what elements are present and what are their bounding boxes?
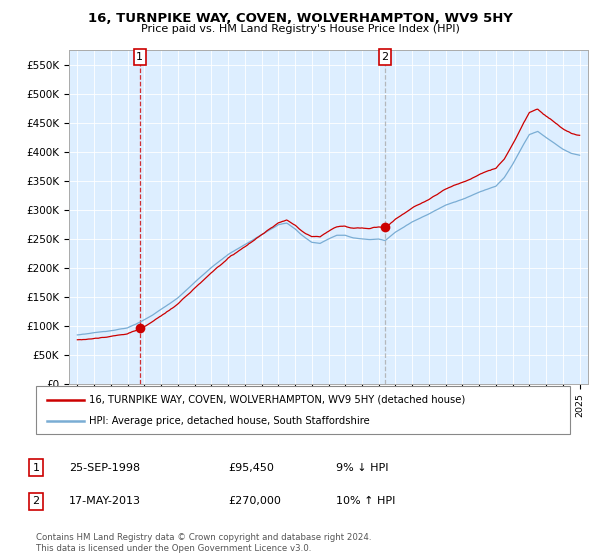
Text: Price paid vs. HM Land Registry's House Price Index (HPI): Price paid vs. HM Land Registry's House … <box>140 24 460 34</box>
Text: 2: 2 <box>382 52 389 62</box>
FancyBboxPatch shape <box>36 386 570 434</box>
Text: 17-MAY-2013: 17-MAY-2013 <box>69 496 141 506</box>
Text: 10% ↑ HPI: 10% ↑ HPI <box>336 496 395 506</box>
Text: 1: 1 <box>32 463 40 473</box>
Text: 25-SEP-1998: 25-SEP-1998 <box>69 463 140 473</box>
Text: 16, TURNPIKE WAY, COVEN, WOLVERHAMPTON, WV9 5HY: 16, TURNPIKE WAY, COVEN, WOLVERHAMPTON, … <box>88 12 512 25</box>
Text: HPI: Average price, detached house, South Staffordshire: HPI: Average price, detached house, Sout… <box>89 416 370 426</box>
Text: 2: 2 <box>32 496 40 506</box>
Text: 9% ↓ HPI: 9% ↓ HPI <box>336 463 389 473</box>
Text: 16, TURNPIKE WAY, COVEN, WOLVERHAMPTON, WV9 5HY (detached house): 16, TURNPIKE WAY, COVEN, WOLVERHAMPTON, … <box>89 395 466 405</box>
Text: 1: 1 <box>136 52 143 62</box>
Text: £95,450: £95,450 <box>228 463 274 473</box>
Text: £270,000: £270,000 <box>228 496 281 506</box>
Text: Contains HM Land Registry data © Crown copyright and database right 2024.
This d: Contains HM Land Registry data © Crown c… <box>36 533 371 553</box>
